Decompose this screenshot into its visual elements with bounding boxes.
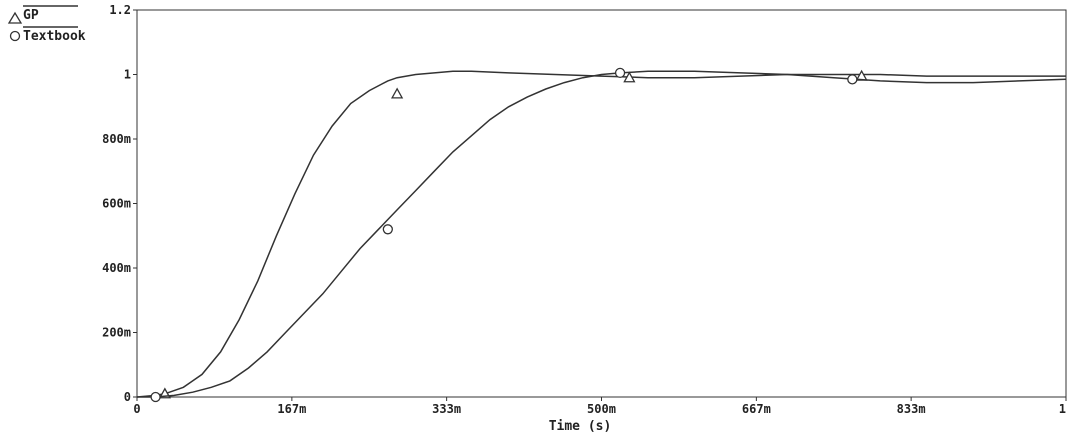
series-line-textbook <box>137 70 1067 398</box>
series-marker-circle <box>150 391 161 403</box>
y-tick-label: 200m <box>102 326 131 340</box>
legend-item-gp: GP <box>7 5 78 24</box>
y-tick-label: 1 <box>124 68 131 82</box>
series-line-gp <box>136 70 1066 398</box>
x-tick-label: 167m <box>277 402 306 416</box>
plot-frame <box>136 9 1067 398</box>
x-tick-label: 0 <box>133 402 140 416</box>
x-axis-label: Time (s) <box>549 419 612 434</box>
y-tick-label: 600m <box>102 197 131 211</box>
series-marker-circle <box>614 67 626 79</box>
legend-triangle-icon <box>7 11 23 24</box>
x-axis: 0 167m 333m 500m 667m 833m 1 <box>133 397 1067 416</box>
x-tick-label: 333m <box>432 402 461 416</box>
legend-label-gp: GP <box>23 8 39 23</box>
y-tick-label: 0 <box>124 390 131 404</box>
x-tick-label: 500m <box>587 402 616 416</box>
legend: GP Textbook <box>7 5 86 44</box>
series-marker-circle <box>847 74 858 85</box>
legend-label-textbook: Textbook <box>23 29 86 44</box>
y-tick-label: 1.2 <box>109 3 131 17</box>
x-tick-label: 1 <box>1059 402 1066 416</box>
y-tick-label: 400m <box>102 261 131 275</box>
series-marker-triangle <box>391 87 404 99</box>
y-axis: 0 200m 400m 600m 800m 1 1.2 <box>102 3 137 404</box>
series-marker-circle <box>382 224 393 235</box>
x-tick-label: 667m <box>742 402 771 416</box>
series-layer <box>136 67 1067 403</box>
legend-item-textbook: Textbook <box>9 26 86 44</box>
legend-circle-icon <box>9 30 21 42</box>
y-tick-label: 800m <box>102 132 131 146</box>
series-marker-triangle <box>623 71 636 83</box>
x-tick-label: 833m <box>897 402 926 416</box>
